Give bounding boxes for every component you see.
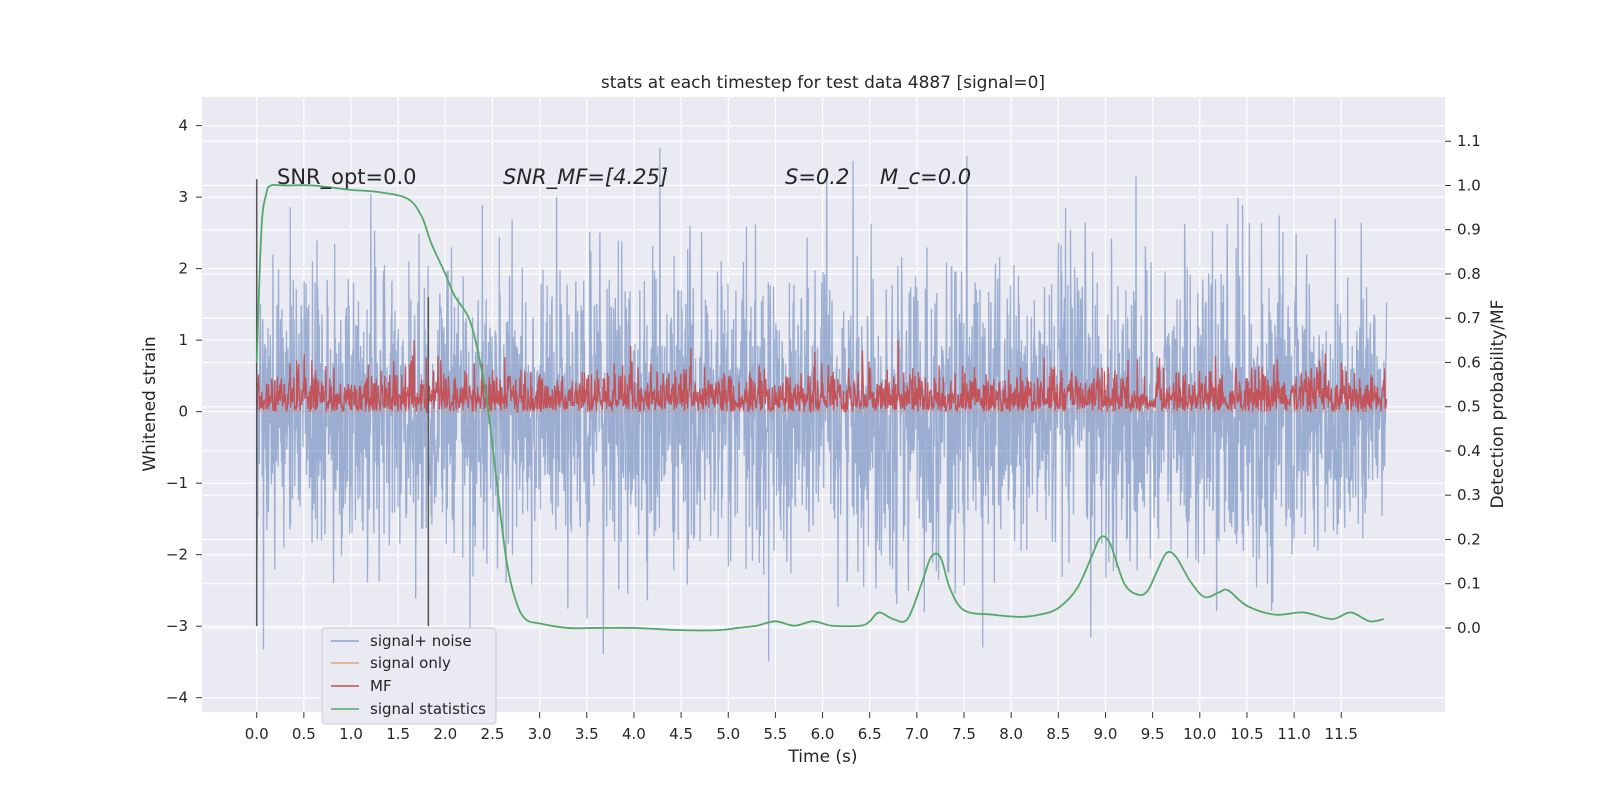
legend-item: signal only [331,654,451,672]
x-tick-label: 9.0 [1094,725,1118,743]
x-tick-label: 2.5 [481,725,505,743]
x-tick-label: 8.0 [999,725,1023,743]
y-right-tick-label: 0.8 [1457,265,1481,283]
y-right-tick-label: 0.7 [1457,309,1481,327]
data-series [255,147,1388,662]
y-right-tick-label: 1.0 [1457,176,1481,194]
legend-item: MF [331,677,392,695]
x-tick-label: 7.0 [905,725,929,743]
x-tick-label: 5.0 [716,725,740,743]
y-tick-label: 1 [178,331,188,349]
x-tick-label: 11.5 [1325,725,1358,743]
y-right-tick-label: 0.1 [1457,575,1481,593]
x-tick-label: 2.0 [433,725,457,743]
x-tick-label: 5.5 [763,725,787,743]
y-right-tick-label: 0.2 [1457,530,1481,548]
x-tick-label: 0.0 [245,725,269,743]
y-right-axis-label: Detection probability/MF [1488,300,1508,509]
axes: 0.0 0.5 1.0 1.5 2.0 2.5 3.0 3.5 4.0 4.5 5.0 5.5 6.0 6… [166,117,1481,743]
y-right-tick-label: 0.9 [1457,221,1481,239]
y-right-tick-label: 1.1 [1457,132,1481,150]
series-mf [256,340,1388,415]
y-tick-label: −4 [166,689,188,707]
x-tick-label: 1.0 [339,725,363,743]
y-tick-label: 4 [178,117,188,135]
y-tick-label: 2 [178,260,188,278]
x-tick-label: 4.0 [622,725,646,743]
x-axis-label: Time (s) [787,747,857,767]
x-tick-label: 3.5 [575,725,599,743]
x-tick-label: 1.5 [386,725,410,743]
x-tick-label: 3.0 [528,725,552,743]
legend-label: signal+ noise [370,632,472,650]
legend-label: signal only [370,654,451,672]
y-right-tick-label: 0.3 [1457,486,1481,504]
legend-label: signal statistics [370,700,486,718]
y-right-tick-label: 0.5 [1457,398,1481,416]
x-tick-label: 10.5 [1230,725,1263,743]
x-tick-label: 11.0 [1277,725,1310,743]
x-tick-label: 7.5 [952,725,976,743]
y-tick-label: −2 [166,546,188,564]
x-tick-label: 9.5 [1141,725,1165,743]
y-tick-label: 0 [178,403,188,421]
series-signal-statistics [255,183,1384,632]
annotation-s: S=0.2 [785,165,849,189]
chart-title: stats at each timestep for test data 488… [601,73,1045,93]
annotation-mc: M_c=0.0 [880,165,971,190]
legend-item: signal statistics [331,700,486,718]
y-right-tick-label: 0.6 [1457,353,1481,371]
y-tick-label: −3 [166,617,188,635]
y-right-tick-label: 0.4 [1457,442,1481,460]
legend-item: signal+ noise [331,632,472,650]
annotation-snr-mf: SNR_MF=[4.25] [503,165,668,190]
legend: signal+ noise signal only MF signal stat… [321,627,497,725]
y-tick-label: −1 [166,474,188,492]
annotations: SNR_opt=0.0 SNR_MF=[4.25] S=0.2 M_c=0.0 [277,165,971,190]
x-tick-label: 6.5 [858,725,882,743]
x-tick-label: 6.0 [811,725,835,743]
x-tick-label: 8.5 [1046,725,1070,743]
x-tick-label: 10.0 [1183,725,1216,743]
legend-box [321,627,497,725]
y-tick-label: 3 [178,188,188,206]
x-tick-label: 0.5 [292,725,316,743]
legend-label: MF [370,677,392,695]
annotation-snr-opt: SNR_opt=0.0 [277,165,417,190]
y-right-tick-label: 0.0 [1457,619,1481,637]
y-axis-label: Whitened strain [140,336,160,471]
x-tick-label: 4.5 [669,725,693,743]
